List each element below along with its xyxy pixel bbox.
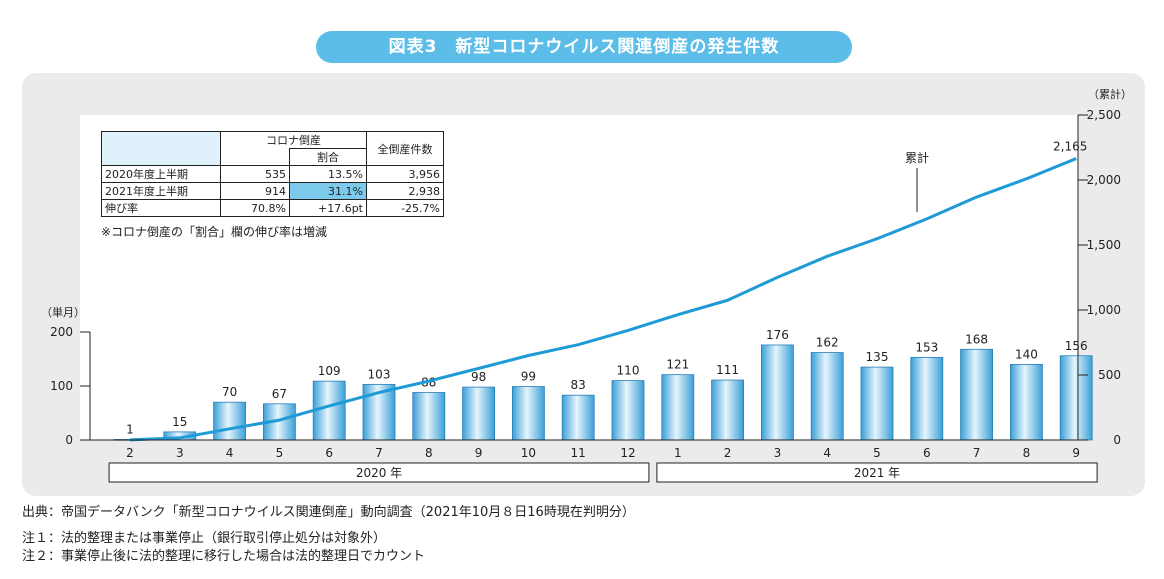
x-tick-label: 6 xyxy=(923,446,931,460)
x-tick-label: 5 xyxy=(276,446,284,460)
bar xyxy=(462,386,496,441)
x-tick-label: 9 xyxy=(475,446,483,460)
table-row: 2021年度上半期 914 31.1% 2,938 xyxy=(101,182,444,200)
x-tick-label: 7 xyxy=(973,446,981,460)
x-tick-label: 6 xyxy=(325,446,333,460)
ratio-value: +17.6pt xyxy=(289,199,367,217)
row-label: 2020年度上半期 xyxy=(101,165,221,183)
bar xyxy=(213,401,247,441)
right-tick-label: 1,500 xyxy=(1087,238,1121,252)
x-tick-label: 2 xyxy=(126,446,134,460)
total-value: -25.7% xyxy=(366,199,444,217)
bar xyxy=(860,366,894,441)
row-label: 伸び率 xyxy=(101,199,221,217)
row-label: 2021年度上半期 xyxy=(101,182,221,200)
bar xyxy=(561,394,595,441)
left-axis-label: （単月） xyxy=(41,305,85,319)
ratio-value: 13.5% xyxy=(289,165,367,183)
figure-title: 図表3 新型コロナウイルス関連倒産の発生件数 xyxy=(316,31,852,63)
summary-table: コロナ倒産 全倒産件数 割合 2020年度上半期 535 13.5% 3,956… xyxy=(101,131,444,217)
x-tick-label: 12 xyxy=(620,446,635,460)
bar-value-label: 121 xyxy=(666,358,689,372)
bar xyxy=(512,386,545,441)
bar xyxy=(810,352,844,441)
year-group-box xyxy=(108,462,650,483)
x-tick-label: 3 xyxy=(774,446,782,460)
x-tick-label: 3 xyxy=(176,446,184,460)
table-head-ratio: 割合 xyxy=(289,148,367,166)
corona-value: 535 xyxy=(220,165,290,183)
bar xyxy=(1010,363,1043,441)
bar-value-label: 168 xyxy=(965,332,988,346)
right-axis-label: （累計） xyxy=(1088,87,1132,101)
year-group-label: 2021 年 xyxy=(854,466,900,480)
bar-value-label: 98 xyxy=(471,370,486,384)
left-tick-label: 200 xyxy=(50,325,73,339)
x-tick-label: 4 xyxy=(226,446,234,460)
x-tick-label: 2 xyxy=(724,446,732,460)
bar-value-label: 176 xyxy=(766,328,789,342)
bar xyxy=(412,392,446,441)
cumulative-line xyxy=(129,157,1077,442)
total-value: 2,938 xyxy=(366,182,444,200)
bar-value-label: 83 xyxy=(571,378,586,392)
bar-value-label: 156 xyxy=(1065,339,1088,353)
x-tick-label: 4 xyxy=(823,446,831,460)
table-head-corona: コロナ倒産 xyxy=(220,131,367,149)
cumulative-end-label: 2,165 xyxy=(1053,140,1087,154)
right-tick-label: 0 xyxy=(1113,433,1121,447)
note-2: 注２：事業停止後に法的整理に移行した場合は法的整理日でカウント xyxy=(22,549,426,564)
bar-value-label: 111 xyxy=(716,363,739,377)
year-group-box xyxy=(656,462,1098,483)
bar-value-label: 109 xyxy=(318,364,341,378)
year-group-label: 2020 年 xyxy=(356,466,402,480)
x-tick-label: 8 xyxy=(1023,446,1031,460)
bar xyxy=(661,374,695,441)
left-tick-label: 100 xyxy=(50,379,73,393)
table-row: 2020年度上半期 535 13.5% 3,956 xyxy=(101,165,444,183)
x-tick-label: 11 xyxy=(571,446,586,460)
corona-value: 70.8% xyxy=(220,199,290,217)
source-note: 出典：帝国データバンク「新型コロナウイルス関連倒産」動向調査（2021年10月８… xyxy=(22,505,635,520)
note-1: 注１：法的整理または事業停止（銀行取引停止処分は対象外） xyxy=(22,531,387,546)
x-tick-label: 1 xyxy=(674,446,682,460)
bar xyxy=(611,380,645,441)
bar-value-label: 70 xyxy=(222,385,237,399)
x-tick-label: 7 xyxy=(375,446,383,460)
right-tick-label: 2,000 xyxy=(1087,173,1121,187)
right-tick-label: 1,000 xyxy=(1087,303,1121,317)
bar xyxy=(1059,355,1093,441)
table-head-total: 全倒産件数 xyxy=(366,131,444,166)
bar xyxy=(960,348,993,441)
table-row: 伸び率 70.8% +17.6pt -25.7% xyxy=(101,199,444,217)
bar-value-label: 110 xyxy=(617,364,640,378)
bar-value-label: 15 xyxy=(172,415,187,429)
bar-value-label: 140 xyxy=(1015,347,1038,361)
x-tick-label: 10 xyxy=(521,446,536,460)
bar-value-label: 67 xyxy=(272,387,287,401)
bar-value-label: 153 xyxy=(915,340,938,354)
right-tick-label: 2,500 xyxy=(1087,108,1121,122)
bar-value-label: 99 xyxy=(521,370,536,384)
left-tick-label: 0 xyxy=(65,433,73,447)
bar-value-label: 135 xyxy=(866,350,889,364)
bar-value-label: 103 xyxy=(368,367,391,381)
x-tick-label: 8 xyxy=(425,446,433,460)
right-tick-label: 500 xyxy=(1098,368,1121,382)
bar xyxy=(910,356,944,441)
bar xyxy=(761,344,794,441)
x-tick-label: 5 xyxy=(873,446,881,460)
annotation-label: 累計 xyxy=(905,150,929,165)
ratio-value-highlight: 31.1% xyxy=(289,182,367,200)
bar-value-label: 1 xyxy=(126,422,134,436)
bar xyxy=(711,379,744,441)
corona-value: 914 xyxy=(220,182,290,200)
table-note: ※コロナ倒産の「割合」欄の伸び率は増減 xyxy=(101,225,328,239)
total-value: 3,956 xyxy=(366,165,444,183)
x-tick-label: 9 xyxy=(1072,446,1080,460)
bar-value-label: 162 xyxy=(816,336,839,350)
table-corner xyxy=(101,131,221,166)
